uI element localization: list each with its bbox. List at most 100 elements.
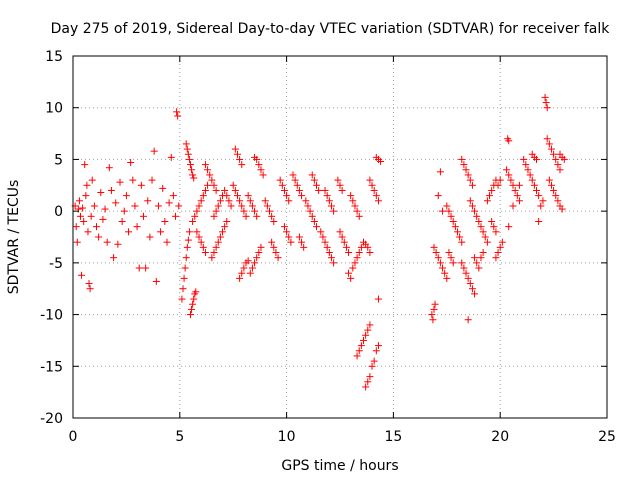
data-point	[157, 228, 165, 236]
data-point	[208, 176, 216, 184]
data-point	[246, 197, 254, 205]
data-point	[347, 192, 355, 200]
data-point	[550, 186, 558, 194]
data-point	[81, 161, 89, 169]
data-point	[135, 264, 143, 272]
data-point	[188, 166, 196, 174]
data-point	[92, 223, 100, 231]
data-point	[550, 150, 558, 158]
data-point	[82, 192, 90, 200]
data-point	[447, 254, 455, 262]
data-point	[505, 171, 513, 179]
data-point	[229, 181, 237, 189]
data-point	[432, 249, 440, 257]
data-point	[99, 215, 107, 223]
data-point	[533, 186, 541, 194]
data-point	[535, 192, 543, 200]
data-point	[325, 197, 333, 205]
data-point	[349, 264, 357, 272]
data-point	[110, 254, 118, 262]
data-point	[212, 207, 220, 215]
data-point	[515, 181, 523, 189]
data-point	[340, 238, 348, 246]
data-point	[276, 176, 284, 184]
data-point	[456, 233, 464, 241]
x-tick-label: 15	[384, 429, 402, 445]
data-point	[353, 254, 361, 262]
data-point	[185, 155, 193, 163]
data-point	[368, 181, 376, 189]
data-point	[283, 192, 291, 200]
data-point	[520, 155, 528, 163]
data-point	[189, 217, 197, 225]
data-point	[351, 202, 359, 210]
data-point	[366, 373, 374, 381]
data-point	[112, 199, 120, 207]
data-point	[221, 223, 229, 231]
data-point	[466, 197, 474, 205]
data-point	[466, 176, 474, 184]
data-point	[336, 228, 344, 236]
data-point	[293, 181, 301, 189]
data-point	[509, 202, 517, 210]
data-point	[257, 166, 265, 174]
data-point	[163, 238, 171, 246]
data-point	[558, 205, 566, 213]
data-point	[175, 202, 183, 210]
data-point	[486, 192, 494, 200]
data-point	[443, 274, 451, 282]
data-point	[78, 271, 86, 279]
data-point	[274, 254, 282, 262]
data-point	[436, 259, 444, 267]
data-point	[73, 238, 81, 246]
data-point	[240, 264, 248, 272]
data-point	[313, 181, 321, 189]
data-point	[507, 176, 515, 184]
data-point	[266, 207, 274, 215]
data-point	[225, 197, 233, 205]
data-point	[355, 249, 363, 257]
data-point	[347, 274, 355, 282]
data-point	[97, 189, 105, 197]
data-point	[255, 161, 263, 169]
data-point	[533, 155, 541, 163]
data-point	[238, 269, 246, 277]
data-point	[477, 223, 485, 231]
data-point	[357, 342, 365, 350]
data-point	[197, 197, 205, 205]
data-point	[300, 243, 308, 251]
data-point	[103, 238, 111, 246]
data-point	[434, 192, 442, 200]
data-point	[199, 243, 207, 251]
data-point	[464, 274, 472, 282]
x-tick-label: 5	[175, 429, 184, 445]
data-point	[190, 295, 198, 303]
data-point	[201, 249, 209, 257]
data-point	[327, 254, 335, 262]
data-point	[236, 197, 244, 205]
data-point	[304, 202, 312, 210]
data-point	[552, 192, 560, 200]
data-point	[185, 228, 193, 236]
data-point	[471, 290, 479, 298]
data-point	[522, 161, 530, 169]
data-point	[152, 277, 160, 285]
data-point	[88, 176, 96, 184]
data-point	[261, 197, 269, 205]
data-point	[195, 233, 203, 241]
data-point	[556, 166, 564, 174]
data-point	[466, 280, 474, 288]
data-point	[362, 331, 370, 339]
data-point	[165, 199, 173, 207]
chart-title: Day 275 of 2019, Sidereal Day-to-day VTE…	[51, 21, 611, 37]
data-point	[357, 243, 365, 251]
data-point	[188, 305, 196, 313]
data-point	[542, 99, 550, 107]
data-point	[184, 150, 192, 158]
data-point	[244, 192, 252, 200]
data-point	[184, 236, 192, 244]
data-point	[181, 264, 189, 272]
data-point	[189, 171, 197, 179]
data-point	[479, 228, 487, 236]
data-point	[253, 212, 261, 220]
